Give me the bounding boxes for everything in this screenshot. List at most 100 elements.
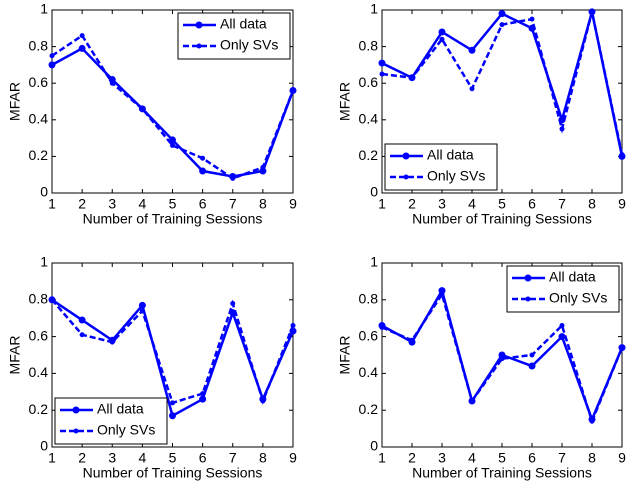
marker	[498, 10, 506, 18]
marker	[78, 44, 86, 52]
marker	[290, 88, 296, 94]
marker	[558, 333, 566, 341]
marker	[439, 36, 445, 42]
x-tick-label: 2	[78, 196, 86, 212]
legend-label: All data	[549, 269, 596, 285]
x-tick-label: 9	[618, 450, 626, 466]
x-tick-label: 4	[468, 196, 476, 212]
marker	[438, 287, 446, 295]
marker	[49, 297, 55, 303]
legend-label: Only SVs	[97, 422, 155, 438]
x-axis-label: Number of Training Sessions	[83, 211, 263, 227]
x-tick-label: 7	[229, 450, 237, 466]
marker	[499, 22, 505, 28]
x-tick-label: 3	[438, 450, 446, 466]
legend-label: Only SVs	[220, 37, 278, 53]
marker	[438, 28, 446, 36]
marker	[78, 316, 86, 324]
legend-box	[506, 265, 620, 313]
marker	[170, 142, 175, 148]
marker	[589, 418, 595, 424]
x-tick-label: 3	[108, 450, 116, 466]
subplot: 1 2 3 4 5 6 7 8 9 0 0.2 0.4 0.6 0.8 1 Number of Trainin…	[337, 1, 626, 227]
marker	[108, 76, 116, 84]
y-tick-label: 0.4	[359, 111, 379, 127]
y-axis-label: MFAR	[337, 336, 353, 375]
y-tick-label: 0.6	[29, 327, 49, 343]
x-tick-label: 6	[528, 196, 536, 212]
x-tick-label: 5	[169, 450, 177, 466]
marker	[290, 323, 296, 329]
x-tick-label: 4	[138, 450, 146, 466]
marker	[528, 362, 536, 370]
legend-marker	[196, 43, 202, 49]
y-tick-label: 0.4	[29, 364, 49, 380]
marker	[619, 152, 625, 158]
marker	[109, 339, 115, 345]
y-tick-label: 1	[40, 254, 48, 270]
marker	[498, 351, 506, 359]
marker	[409, 75, 415, 81]
x-tick-label: 5	[169, 196, 177, 212]
marker	[79, 33, 85, 39]
x-tick-label: 9	[618, 196, 626, 212]
x-tick-label: 2	[408, 196, 416, 212]
y-axis-label: MFAR	[337, 82, 353, 121]
y-tick-label: 0	[370, 184, 378, 200]
x-tick-label: 8	[259, 450, 267, 466]
x-tick-label: 4	[468, 450, 476, 466]
x-tick-label: 5	[498, 450, 506, 466]
x-tick-label: 4	[138, 196, 146, 212]
x-tick-label: 7	[229, 196, 237, 212]
legend-marker	[73, 428, 79, 434]
marker	[79, 332, 85, 338]
y-tick-label: 0.8	[29, 291, 49, 307]
marker	[109, 80, 115, 86]
x-tick-label: 9	[289, 196, 297, 212]
subplot: 1 2 3 4 5 6 7 8 9 0 0.2 0.4 0.6 0.8 1 Number of Trainin…	[7, 1, 297, 227]
marker	[529, 16, 535, 22]
x-axis-label: Number of Training Sessions	[412, 465, 592, 481]
legend-label: All data	[220, 16, 267, 32]
marker	[529, 352, 535, 358]
marker	[259, 167, 267, 175]
legend-box	[177, 12, 291, 60]
x-tick-label: 6	[528, 450, 536, 466]
marker	[260, 398, 266, 404]
marker	[260, 164, 266, 170]
y-tick-label: 1	[370, 1, 378, 17]
x-tick-label: 7	[558, 196, 566, 212]
y-tick-label: 1	[370, 254, 378, 270]
x-tick-label: 5	[498, 196, 506, 212]
y-tick-label: 0.6	[359, 74, 379, 90]
x-tick-label: 1	[48, 196, 56, 212]
marker	[468, 46, 476, 54]
y-tick-label: 0.8	[359, 291, 379, 307]
marker	[589, 9, 595, 15]
y-tick-label: 0.6	[29, 74, 49, 90]
x-tick-label: 2	[408, 450, 416, 466]
x-tick-label: 7	[558, 450, 566, 466]
legend-marker	[195, 21, 203, 29]
marker	[469, 86, 475, 92]
marker	[230, 300, 236, 306]
marker	[469, 398, 475, 404]
y-tick-label: 0	[40, 184, 48, 200]
y-tick-label: 0.2	[29, 147, 49, 163]
x-tick-label: 8	[259, 196, 267, 212]
y-tick-label: 0.4	[29, 111, 49, 127]
x-axis-label: Number of Training Sessions	[412, 211, 592, 227]
marker	[200, 391, 206, 397]
subplot: 1 2 3 4 5 6 7 8 9 0 0.2 0.4 0.6 0.8 1 Number of Trainin…	[7, 254, 297, 481]
y-axis-label: MFAR	[7, 336, 23, 375]
y-tick-label: 0.8	[359, 37, 379, 53]
x-axis-label: Number of Training Sessions	[83, 465, 263, 481]
x-tick-label: 1	[378, 450, 386, 466]
marker	[169, 412, 176, 420]
x-tick-label: 2	[78, 450, 86, 466]
y-tick-label: 0.2	[29, 401, 49, 417]
y-tick-label: 1	[40, 1, 48, 17]
x-tick-label: 8	[588, 196, 596, 212]
marker	[559, 126, 565, 132]
